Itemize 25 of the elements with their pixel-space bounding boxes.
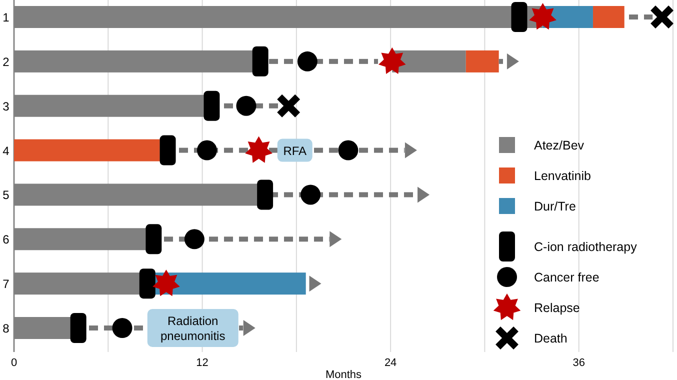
y-tick-label: 3 <box>2 99 10 114</box>
y-tick-label: 4 <box>2 144 10 158</box>
x-tick-label: 12 <box>196 357 208 369</box>
y-tick-label: 2 <box>2 54 10 69</box>
x-axis-title: Months <box>325 369 362 380</box>
bar <box>592 6 624 28</box>
annotation: RFA <box>283 144 307 158</box>
y-tick-label: 7 <box>2 277 10 292</box>
bar <box>466 50 499 72</box>
legend-label: Atez/Bev <box>534 138 585 152</box>
y-tick-label: 1 <box>2 10 10 24</box>
legend-label: Relapse <box>534 301 580 315</box>
legend-label: Dur/Tre <box>534 200 576 214</box>
bar <box>14 139 160 162</box>
legend-label: Cancer free <box>534 270 600 284</box>
x-tick-label: 36 <box>572 357 585 369</box>
x-tick-label: 0 <box>10 357 18 369</box>
y-tick-label: 5 <box>2 188 10 202</box>
annotation: Radiation pneumonitis <box>160 314 226 343</box>
x-tick-label: 24 <box>384 357 397 369</box>
legend-label: Death <box>534 332 568 346</box>
y-tick-label: 8 <box>2 322 10 336</box>
y-tick-label: 6 <box>2 232 10 247</box>
legend-label: Lenvatinib <box>534 169 592 183</box>
legend-label: C-ion radiotherapy <box>534 240 638 254</box>
